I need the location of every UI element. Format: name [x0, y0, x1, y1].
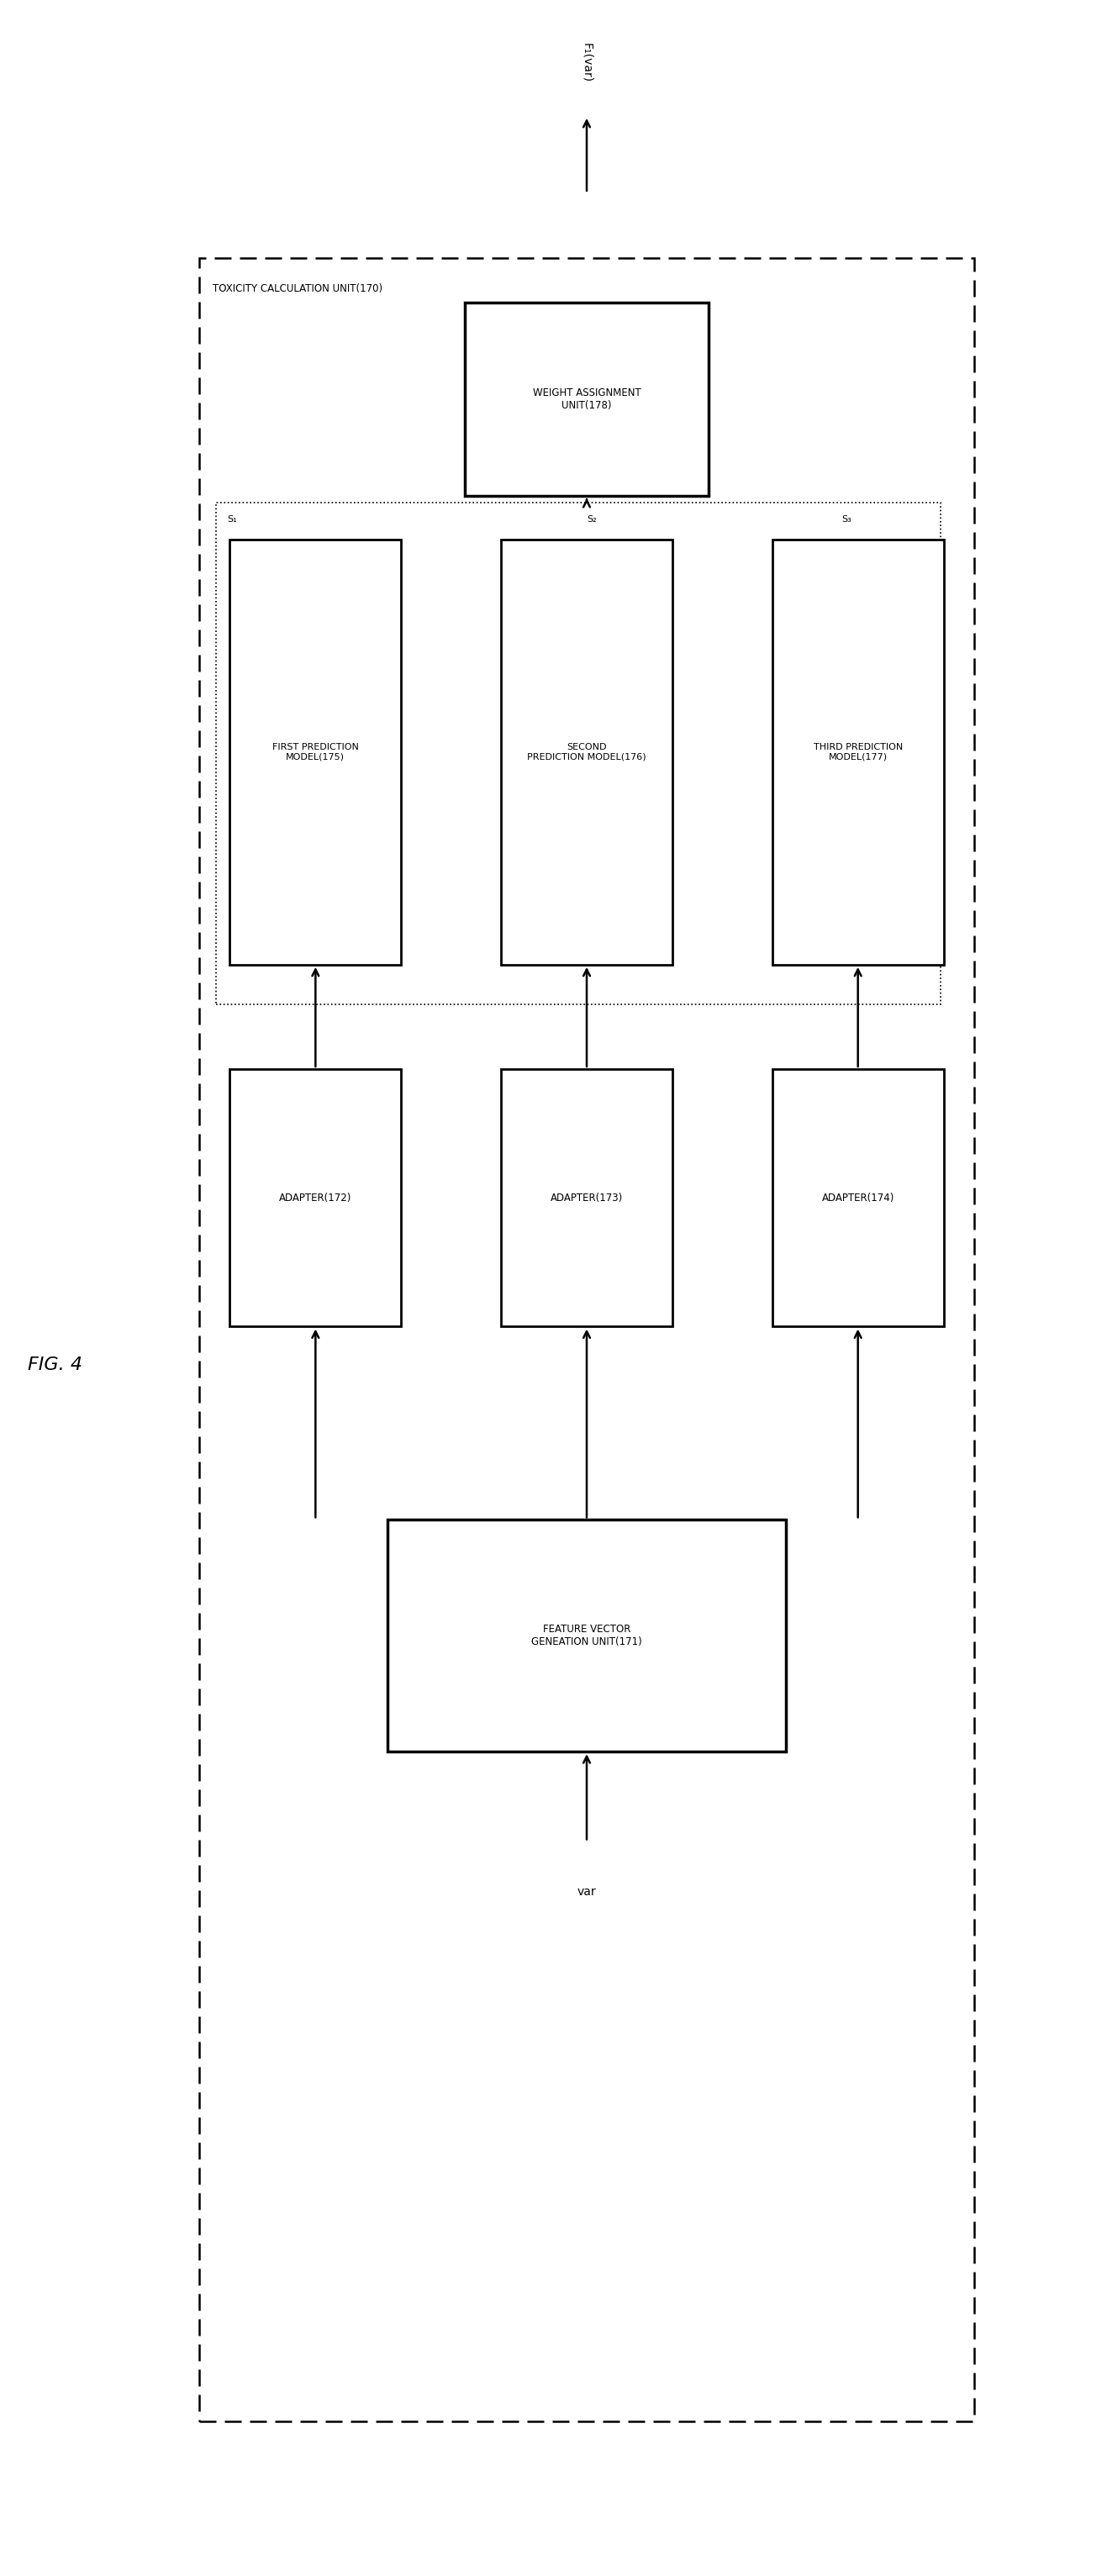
Text: TOXICITY CALCULATION UNIT(170): TOXICITY CALCULATION UNIT(170) [213, 283, 382, 294]
Bar [387, 1520, 786, 1752]
Bar [773, 1069, 943, 1327]
Text: ADAPTER(174): ADAPTER(174) [821, 1193, 894, 1203]
Bar [230, 541, 401, 966]
Text: SECOND
PREDICTION MODEL(176): SECOND PREDICTION MODEL(176) [527, 742, 646, 762]
Text: S₁: S₁ [227, 515, 237, 523]
Text: F₁(var): F₁(var) [581, 44, 592, 82]
Bar [465, 301, 708, 495]
Text: S₃: S₃ [841, 515, 851, 523]
Text: WEIGHT ASSIGNMENT
UNIT(178): WEIGHT ASSIGNMENT UNIT(178) [532, 386, 641, 412]
Text: FIRST PREDICTION
MODEL(175): FIRST PREDICTION MODEL(175) [272, 742, 359, 762]
Bar [230, 1069, 401, 1327]
Text: S₂: S₂ [587, 515, 597, 523]
Text: THIRD PREDICTION
MODEL(177): THIRD PREDICTION MODEL(177) [814, 742, 902, 762]
Text: FEATURE VECTOR
GENEATION UNIT(171): FEATURE VECTOR GENEATION UNIT(171) [531, 1623, 642, 1649]
Bar [216, 502, 941, 1005]
Text: var: var [577, 1886, 597, 1899]
Bar [500, 1069, 673, 1327]
Text: FIG. 4: FIG. 4 [28, 1358, 83, 1373]
Text: ADAPTER(173): ADAPTER(173) [550, 1193, 623, 1203]
Bar [500, 541, 673, 966]
Text: ADAPTER(172): ADAPTER(172) [279, 1193, 352, 1203]
Bar [199, 258, 974, 2421]
Bar [773, 541, 943, 966]
